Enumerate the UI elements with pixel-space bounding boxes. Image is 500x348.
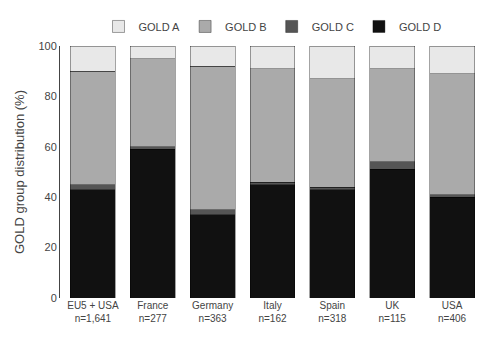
svg-text:Germanyn=363: Germanyn=363 <box>192 300 233 324</box>
svg-text:Francen=277: Francen=277 <box>137 300 169 324</box>
svg-text:0: 0 <box>51 292 57 304</box>
svg-text:80: 80 <box>45 90 57 102</box>
svg-text:GOLD group distribution (%): GOLD group distribution (%) <box>12 90 27 254</box>
svg-text:100: 100 <box>38 40 56 52</box>
svg-text:GOLD C: GOLD C <box>312 21 354 33</box>
svg-text:EU5 + USAn=1,641: EU5 + USAn=1,641 <box>67 300 119 324</box>
svg-text:60: 60 <box>45 141 57 153</box>
svg-text:Italyn=162: Italyn=162 <box>258 300 287 324</box>
svg-text:GOLD B: GOLD B <box>225 21 267 33</box>
svg-text:GOLD D: GOLD D <box>399 21 441 33</box>
svg-text:UKn=115: UKn=115 <box>379 300 407 324</box>
svg-text:40: 40 <box>45 191 57 203</box>
svg-text:Spainn=318: Spainn=318 <box>318 300 347 324</box>
svg-text:GOLD A: GOLD A <box>139 21 181 33</box>
svg-text:20: 20 <box>45 241 57 253</box>
svg-text:USAn=406: USAn=406 <box>438 300 467 324</box>
